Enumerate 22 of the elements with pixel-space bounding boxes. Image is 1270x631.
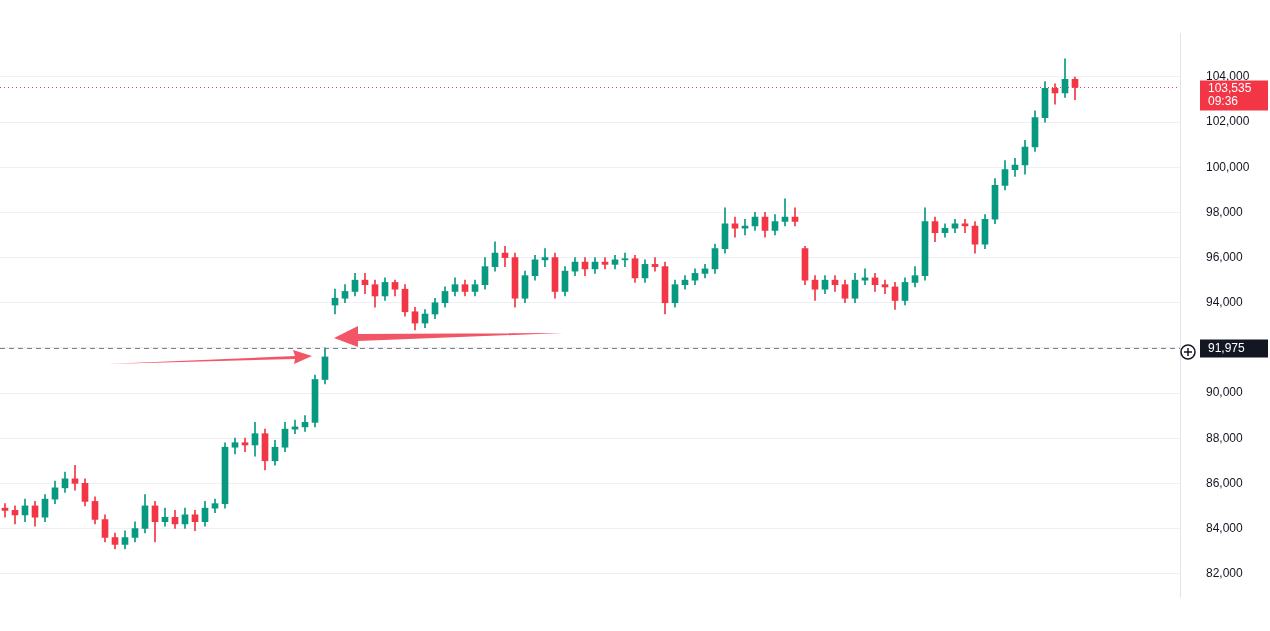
ref-line-label: 91,975 [1208, 340, 1246, 355]
candlestick [621, 252, 629, 267]
candlestick [741, 218, 749, 236]
candlestick [651, 257, 659, 272]
y-tick-label: 102,000 [1206, 114, 1250, 129]
y-tick-label: 94,000 [1206, 295, 1244, 310]
y-tick-label: 84,000 [1206, 520, 1244, 535]
y-tick-label: 100,000 [1206, 159, 1250, 174]
candlestick [961, 218, 969, 234]
candlestick [601, 257, 609, 270]
candlestick [1, 503, 9, 518]
y-tick-label: 82,000 [1206, 565, 1244, 580]
y-tick-label: 96,000 [1206, 249, 1244, 264]
y-tick-label: 98,000 [1206, 204, 1244, 219]
text: 09:36 [1208, 93, 1239, 108]
candlestick [881, 279, 889, 295]
y-tick-label: 88,000 [1206, 430, 1244, 445]
candlestick [541, 248, 549, 267]
candlestick [241, 437, 249, 453]
candlestick [861, 268, 869, 286]
y-tick-label: 90,000 [1206, 385, 1244, 400]
y-tick-label: 86,000 [1206, 475, 1244, 490]
